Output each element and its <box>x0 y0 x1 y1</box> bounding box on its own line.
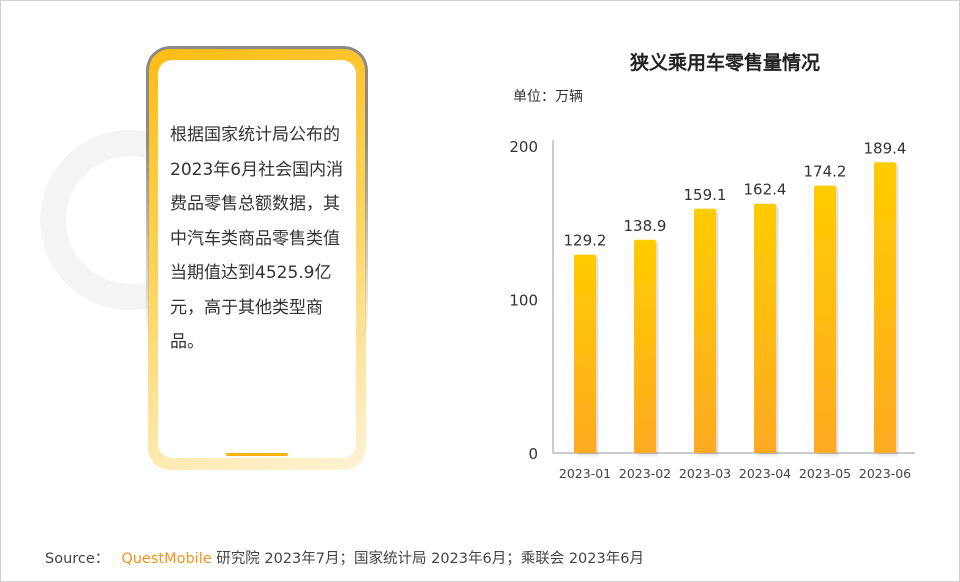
bar <box>694 208 716 453</box>
phone-screen <box>158 60 356 458</box>
y-tick-label: 100 <box>509 292 538 310</box>
x-tick-label: 2023-05 <box>799 466 851 481</box>
data-label: 174.2 <box>804 163 847 181</box>
data-label: 162.4 <box>744 181 787 199</box>
chart-title: 狭义乘用车零售量情况 <box>629 52 820 74</box>
data-label: 159.1 <box>684 186 727 204</box>
data-label: 189.4 <box>864 139 907 157</box>
bar <box>814 185 836 453</box>
bar <box>874 162 896 453</box>
data-label: 138.9 <box>624 217 667 235</box>
x-tick-label: 2023-02 <box>619 466 671 481</box>
home-indicator <box>226 453 288 456</box>
data-label: 129.2 <box>564 232 607 250</box>
bar <box>754 203 776 453</box>
y-tick-label: 0 <box>528 445 538 463</box>
bar <box>634 239 656 453</box>
x-tick-label: 2023-01 <box>559 466 611 481</box>
x-tick-label: 2023-04 <box>739 466 791 481</box>
source-text: 研究院 2023年7月；国家统计局 2023年6月；乘联会 2023年6月 <box>216 551 644 567</box>
y-tick-label: 200 <box>509 138 538 156</box>
x-tick-label: 2023-06 <box>859 466 911 481</box>
card-text: 根据国家统计局公布的2023年6月社会国内消费品零售总额数据，其中汽车类商品零售… <box>170 125 344 352</box>
x-tick-label: 2023-03 <box>679 466 731 481</box>
source-line: Source： QuestMobile 研究院 2023年7月；国家统计局 202… <box>45 547 644 568</box>
unit-label: 单位：万辆 <box>513 89 583 105</box>
source-label: Source： <box>45 551 110 567</box>
bar <box>574 254 596 453</box>
source-brand: QuestMobile <box>121 551 212 567</box>
phone-outline <box>146 46 368 346</box>
